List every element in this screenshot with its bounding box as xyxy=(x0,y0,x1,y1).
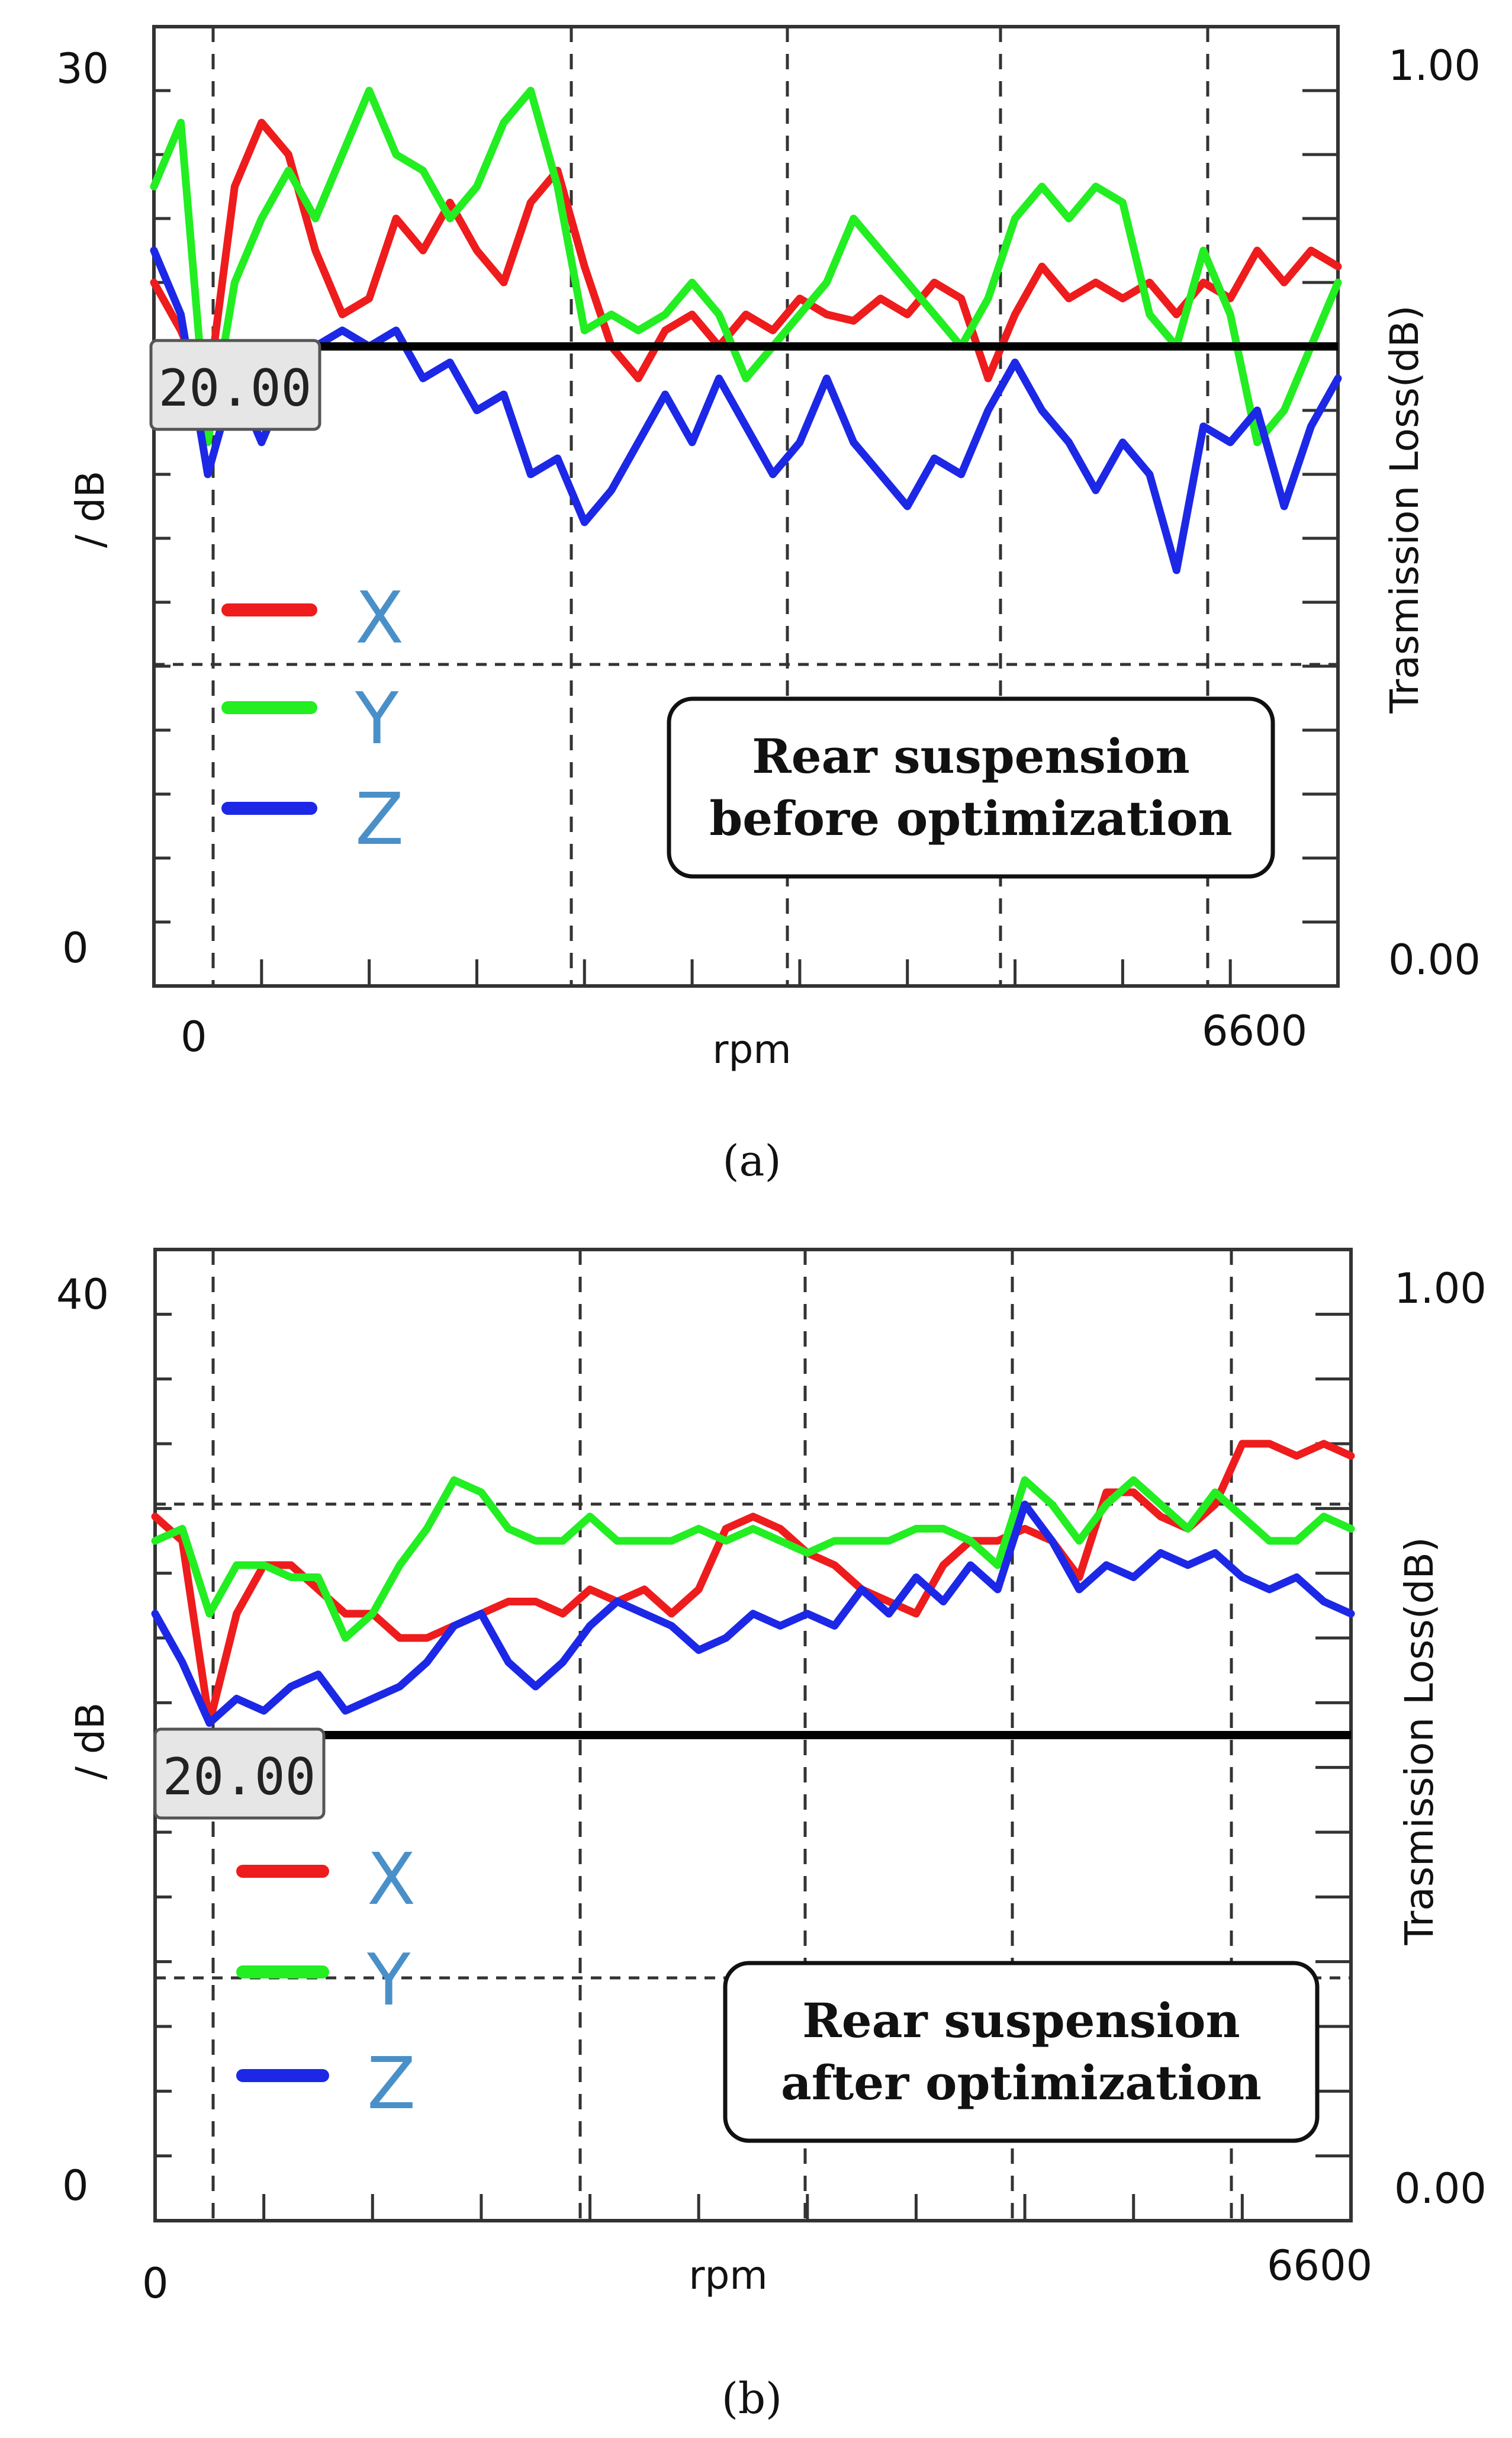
caption-a: (a) xyxy=(722,1136,781,1186)
legend: X Y Z xyxy=(221,577,404,861)
y-right-tick-bottom: 0.00 xyxy=(1394,2164,1487,2213)
x-tick-left: 0 xyxy=(142,2259,169,2308)
y-left-tick-top: 30 xyxy=(56,44,109,93)
legend-label-z: Z xyxy=(367,2043,416,2125)
series-lines xyxy=(150,86,1342,574)
x-tick-right: 6600 xyxy=(1202,1007,1307,1055)
series-line-z xyxy=(150,246,1342,574)
marker-label: 20.00 xyxy=(159,359,312,418)
caption-b: (b) xyxy=(722,2373,782,2423)
legend-label-y: Y xyxy=(355,678,399,760)
right-axis-ticks xyxy=(155,1312,1351,2221)
y-left-axis-title: / dB xyxy=(67,471,113,548)
legend-label-z: Z xyxy=(355,779,404,861)
annotation-line-1: Rear suspension xyxy=(802,1993,1240,2048)
legend-label-y: Y xyxy=(366,1939,411,2022)
annotation-line-2: before optimization xyxy=(709,791,1232,846)
panel-b: 20.00 X Y Z Rear suspension after optimi… xyxy=(56,1248,1487,2423)
series-line-y xyxy=(151,1476,1355,1642)
y-left-tick-top: 40 xyxy=(56,1270,109,1319)
panel-a: 20.00 X Y Z Rear suspension before optim… xyxy=(56,25,1481,1186)
y-right-axis-title: Trasmission Loss(dB) xyxy=(1382,306,1427,714)
annotation-line-2: after optimization xyxy=(781,2055,1262,2111)
x-axis-title: rpm xyxy=(689,2253,767,2298)
series-line-z xyxy=(151,1501,1355,1727)
legend-label-x: X xyxy=(355,577,404,660)
marker-box: 20.00 xyxy=(149,339,321,431)
series-line-x xyxy=(151,1440,1355,1727)
y-left-tick-bottom: 0 xyxy=(62,2161,89,2210)
x-tick-left: 0 xyxy=(181,1013,207,1061)
y-right-axis-title: Trasmission Loss(dB) xyxy=(1397,1537,1442,1946)
series-lines xyxy=(151,1440,1355,1727)
marker-label: 20.00 xyxy=(163,1748,316,1807)
y-left-axis-title: / dB xyxy=(67,1703,113,1779)
annotation-box: Rear suspension before optimization xyxy=(667,696,1275,879)
x-axis-title: rpm xyxy=(712,1027,791,1072)
marker-box: 20.00 xyxy=(153,1727,326,1820)
y-right-tick-top: 1.00 xyxy=(1388,41,1481,90)
y-left-tick-bottom: 0 xyxy=(62,924,89,972)
legend-label-x: X xyxy=(367,1839,416,1921)
annotation-box: Rear suspension after optimization xyxy=(723,1961,1320,2143)
x-tick-right: 6600 xyxy=(1267,2241,1372,2290)
series-line-y xyxy=(150,86,1342,447)
legend: X Y Z xyxy=(236,1839,416,2125)
y-right-tick-bottom: 0.00 xyxy=(1388,936,1481,984)
annotation-line-1: Rear suspension xyxy=(752,728,1189,784)
y-right-tick-top: 1.00 xyxy=(1394,1264,1487,1313)
